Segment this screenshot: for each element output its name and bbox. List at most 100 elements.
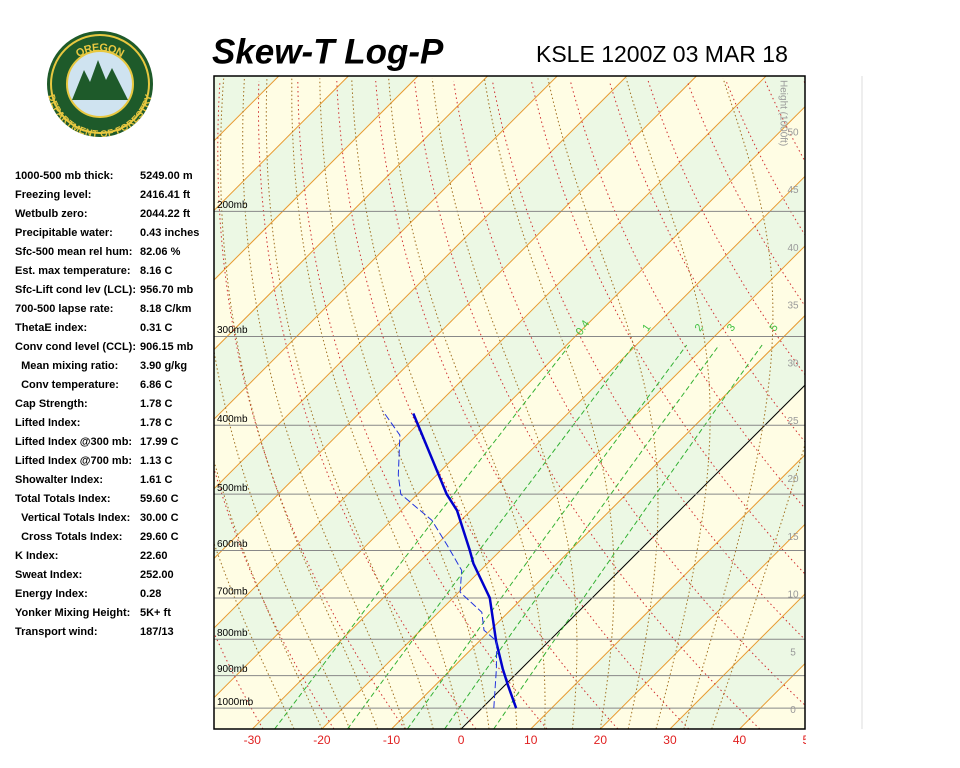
index-label: 1000-500 mb thick:	[15, 170, 113, 182]
mixing-ratio-label: 1	[640, 322, 653, 334]
y2-tick-label: 40	[787, 243, 799, 254]
index-value: 8.16 C	[140, 265, 172, 277]
index-label: K Index:	[15, 550, 58, 562]
isotherm	[214, 76, 558, 420]
mixing-ratio-line	[274, 344, 571, 729]
y2-tick-label: 15	[787, 532, 799, 543]
isotherm-grid	[530, 454, 805, 729]
index-label: Conv temperature:	[15, 379, 119, 391]
y-tick-label: 700mb	[217, 587, 248, 598]
index-value: 6.86 C	[140, 379, 172, 391]
isotherm-grid	[460, 384, 805, 729]
y-tick-label: 600mb	[217, 539, 248, 550]
index-value: 906.15 mb	[140, 341, 193, 353]
mixing-ratio-label: 2	[693, 322, 706, 334]
moist-adiabat	[219, 78, 379, 729]
isotherm-grid	[599, 523, 805, 729]
index-value: 17.99 C	[140, 436, 179, 448]
y-tick-label: 400mb	[217, 414, 248, 425]
logo-top: OREGON	[74, 42, 126, 60]
x-tick-label: -20	[313, 733, 331, 747]
mixing-ratio-line	[444, 344, 720, 729]
isotherm-grid	[669, 593, 805, 729]
isotherm-grid	[251, 175, 805, 729]
index-label: Sfc-500 mean rel hum:	[15, 246, 132, 258]
index-value: 187/13	[140, 626, 174, 638]
y2-tick-label: 45	[787, 185, 799, 196]
index-value: 1.78 C	[140, 417, 172, 429]
isotherm	[214, 76, 767, 629]
y2-tick-label: 10	[787, 590, 799, 601]
y2-tick-label: 5	[790, 647, 796, 658]
y2-axis-label: Height (1000ft)	[777, 80, 788, 146]
dry-adiabat	[492, 80, 805, 641]
index-value: 1.78 C	[140, 398, 172, 410]
dry-adiabat	[414, 80, 761, 729]
index-label: Energy Index:	[15, 588, 88, 600]
index-value: 3.90 g/kg	[140, 360, 187, 372]
mixing-ratio-line	[493, 344, 763, 729]
y2-tick-label: 50	[787, 127, 799, 138]
chart-subtitle: KSLE 1200Z 03 MAR 18	[536, 41, 788, 67]
index-value: 22.60	[140, 550, 168, 562]
index-value: 0.43 inches	[140, 227, 199, 239]
index-label: Cap Strength:	[15, 398, 88, 410]
indices: 1000-500 mb thick: 5249.00 m Freezing leve…	[15, 170, 199, 638]
x-tick-label: 20	[594, 733, 608, 747]
x-tick-label: -10	[383, 733, 401, 747]
isotherm	[214, 76, 419, 281]
index-value: 5K+ ft	[140, 607, 171, 619]
chart-title: Skew-T Log-P	[212, 32, 444, 71]
index-label: Est. max temperature:	[15, 265, 131, 277]
index-value: 0.31 C	[140, 322, 172, 334]
moist-adiabat	[265, 78, 434, 729]
index-value: 59.60 C	[140, 493, 179, 505]
band	[809, 76, 960, 729]
y2-tick-label: 0	[790, 705, 796, 716]
isotherm	[879, 76, 960, 729]
y2-tick-label: 25	[787, 416, 799, 427]
index-value: 252.00	[140, 569, 174, 581]
index-value: 8.18 C/km	[140, 303, 192, 315]
mixing-ratio-line	[406, 344, 688, 729]
index-label: Wetbulb zero:	[15, 208, 88, 220]
dry-adiabat	[258, 80, 477, 729]
index-label: Precipitable water:	[15, 227, 113, 239]
mixing-ratio-label: 3	[725, 322, 738, 334]
y-tick-label: 300mb	[217, 325, 248, 336]
index-label: 700-500 lapse rate:	[15, 303, 113, 315]
index-label: Transport wind:	[15, 626, 98, 638]
dry-adiabat	[453, 80, 805, 706]
index-label: ThetaE index:	[15, 322, 87, 334]
index-value: 956.70 mb	[140, 284, 193, 296]
dry-adiabat	[297, 80, 548, 729]
index-label: Sweat Index:	[15, 569, 82, 581]
isotherm	[214, 105, 805, 699]
x-tick-label: 10	[524, 733, 538, 747]
y2-tick-label: 30	[787, 358, 799, 369]
dewpoint-line	[382, 410, 498, 709]
index-value: 30.00 C	[140, 512, 179, 524]
moist-adiabat	[214, 348, 351, 729]
index-value: 1.61 C	[140, 474, 172, 486]
x-tick-label: -30	[244, 733, 262, 747]
index-label: Sfc-Lift cond lev (LCL):	[15, 284, 136, 296]
index-label: Cross Totals Index:	[15, 531, 122, 543]
logo: OREGON DEPARTMENT OF FORESTRY	[46, 31, 154, 140]
dry-adiabat	[336, 80, 619, 729]
index-label: Freezing level:	[15, 189, 91, 201]
index-label: Mean mixing ratio:	[15, 360, 118, 372]
band	[214, 106, 805, 729]
y2-tick-label: 35	[787, 301, 799, 312]
isotherm-grid	[809, 76, 960, 729]
index-label: Lifted Index @700 mb:	[15, 455, 132, 467]
index-label: Lifted Index @300 mb:	[15, 436, 132, 448]
y-tick-label: 800mb	[217, 628, 248, 639]
isotherm	[214, 76, 488, 351]
dry-adiabat	[803, 80, 805, 85]
x-tick-label: 30	[663, 733, 677, 747]
index-value: 5249.00 m	[140, 170, 193, 182]
y-tick-label: 900mb	[217, 664, 248, 675]
isotherm	[214, 76, 628, 490]
